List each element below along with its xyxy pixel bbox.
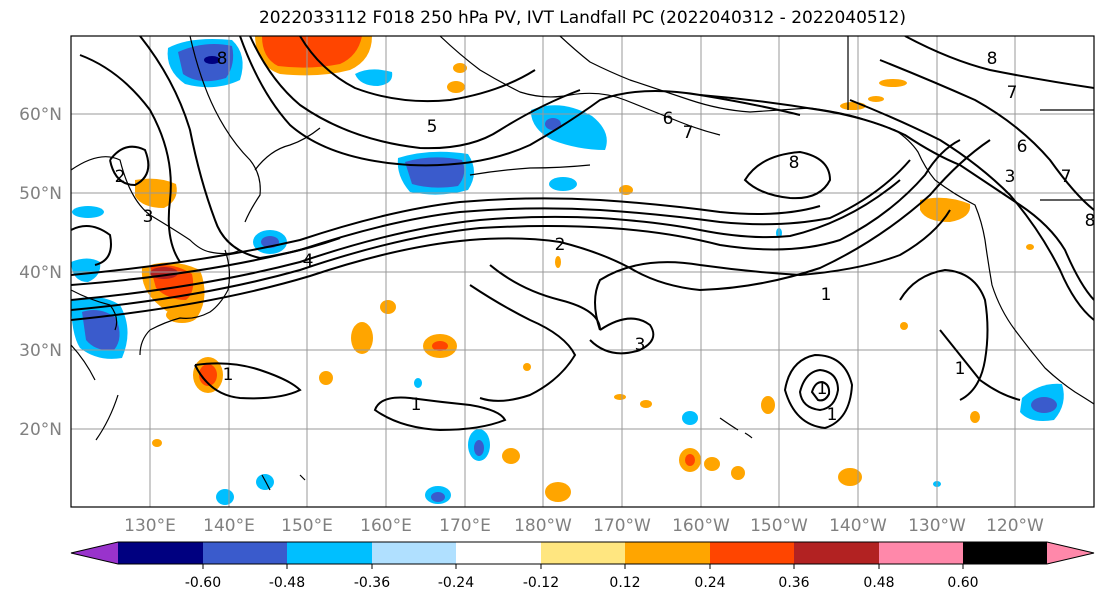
map-content: 8 5 6 7 8 2 3 4 2 1 3 1 1 1 1 1 6 7 3 8 … xyxy=(71,36,1096,507)
lon-label: 160°E xyxy=(360,516,412,536)
contour-label: 8 xyxy=(217,49,228,69)
colorbar-segment xyxy=(794,542,879,564)
contour-label: 1 xyxy=(223,365,234,385)
lon-label: 160°W xyxy=(672,516,730,536)
contour-label: 4 xyxy=(303,251,314,271)
lon-label: 140°W xyxy=(829,516,887,536)
contour-label: 2 xyxy=(115,167,126,187)
contour-label: 1 xyxy=(817,379,828,399)
contour-label: 3 xyxy=(635,335,646,355)
lon-label: 140°E xyxy=(203,516,255,536)
lon-label: 170°W xyxy=(593,516,651,536)
contour-label: 8 xyxy=(789,153,800,173)
contour-label: 3 xyxy=(1005,167,1016,187)
colorbar-segment xyxy=(456,542,541,564)
colorbar-segment xyxy=(879,542,963,564)
colorbar-tick-label: 0.48 xyxy=(863,575,894,591)
colorbar-tick-label: 0.24 xyxy=(694,575,725,591)
colorbar-tick-label: 0.60 xyxy=(947,575,978,591)
colorbar-tick-label: 0.36 xyxy=(778,575,809,591)
lon-label: 170°E xyxy=(439,516,491,536)
contour-label: 8 xyxy=(1085,211,1096,231)
lon-label: 130°W xyxy=(908,516,966,536)
contour-label: 1 xyxy=(955,359,966,379)
lat-label: 20°N xyxy=(19,420,62,440)
colorbar-left-extension xyxy=(71,542,118,564)
map-title: 2022033112 F018 250 hPa PV, IVT Landfall… xyxy=(258,8,906,28)
colorbar-right-extension xyxy=(1047,542,1094,564)
contour-label: 1 xyxy=(827,405,838,425)
lat-label: 40°N xyxy=(19,263,62,283)
colorbar-tick-label: -0.36 xyxy=(354,575,390,591)
colorbar-ticks xyxy=(202,564,964,569)
contour-label: 5 xyxy=(427,117,438,137)
colorbar-tick-label: -0.60 xyxy=(185,575,221,591)
lat-label: 30°N xyxy=(19,341,62,361)
contour-label: 3 xyxy=(143,207,154,227)
gridlines xyxy=(71,36,1094,507)
contour-label: 7 xyxy=(683,123,694,143)
lon-label: 120°W xyxy=(986,516,1044,536)
colorbar-segment xyxy=(203,542,287,564)
colorbar-segment xyxy=(710,542,794,564)
colorbar-outline xyxy=(70,541,1095,565)
colorbar-segment xyxy=(118,542,203,564)
ivt-contours xyxy=(71,36,1094,432)
lat-label: 50°N xyxy=(19,184,62,204)
colorbar-segment xyxy=(541,542,625,564)
colorbar-segment xyxy=(963,542,1047,564)
pv-anomaly-shading xyxy=(71,36,1064,505)
colorbar-tick-label: -0.24 xyxy=(438,575,474,591)
contour-label: 7 xyxy=(1061,167,1072,187)
longitude-labels: 130°E 140°E 150°E 160°E 170°E 180°W 170°… xyxy=(124,516,1044,536)
colorbar-segment xyxy=(625,542,710,564)
latitude-labels: 60°N 50°N 40°N 30°N 20°N xyxy=(19,105,62,440)
contour-label: 1 xyxy=(411,395,422,415)
lon-label: 150°E xyxy=(281,516,333,536)
colorbar-tick-label: -0.48 xyxy=(269,575,305,591)
contour-label: 6 xyxy=(663,109,674,129)
contour-label: 7 xyxy=(1007,83,1018,103)
contour-label: 2 xyxy=(555,235,566,255)
lon-label: 130°E xyxy=(124,516,176,536)
contour-label: 8 xyxy=(987,49,998,69)
colorbar-segment xyxy=(287,542,372,564)
contour-label: 6 xyxy=(1017,137,1028,157)
lon-label: 180°W xyxy=(514,516,572,536)
colorbar-tick-label: -0.12 xyxy=(523,575,559,591)
contour-label: 1 xyxy=(821,285,832,305)
contour-labels: 8 5 6 7 8 2 3 4 2 1 3 1 1 1 1 1 6 7 3 8 … xyxy=(115,49,1096,425)
colorbar-segment xyxy=(372,542,456,564)
colorbar: -0.60 -0.48 -0.36 -0.24 -0.12 0.12 0.24 … xyxy=(70,541,1095,591)
lon-label: 150°W xyxy=(750,516,808,536)
colorbar-tick-label: 0.12 xyxy=(609,575,640,591)
lat-label: 60°N xyxy=(19,105,62,125)
map-frame xyxy=(70,35,1095,508)
